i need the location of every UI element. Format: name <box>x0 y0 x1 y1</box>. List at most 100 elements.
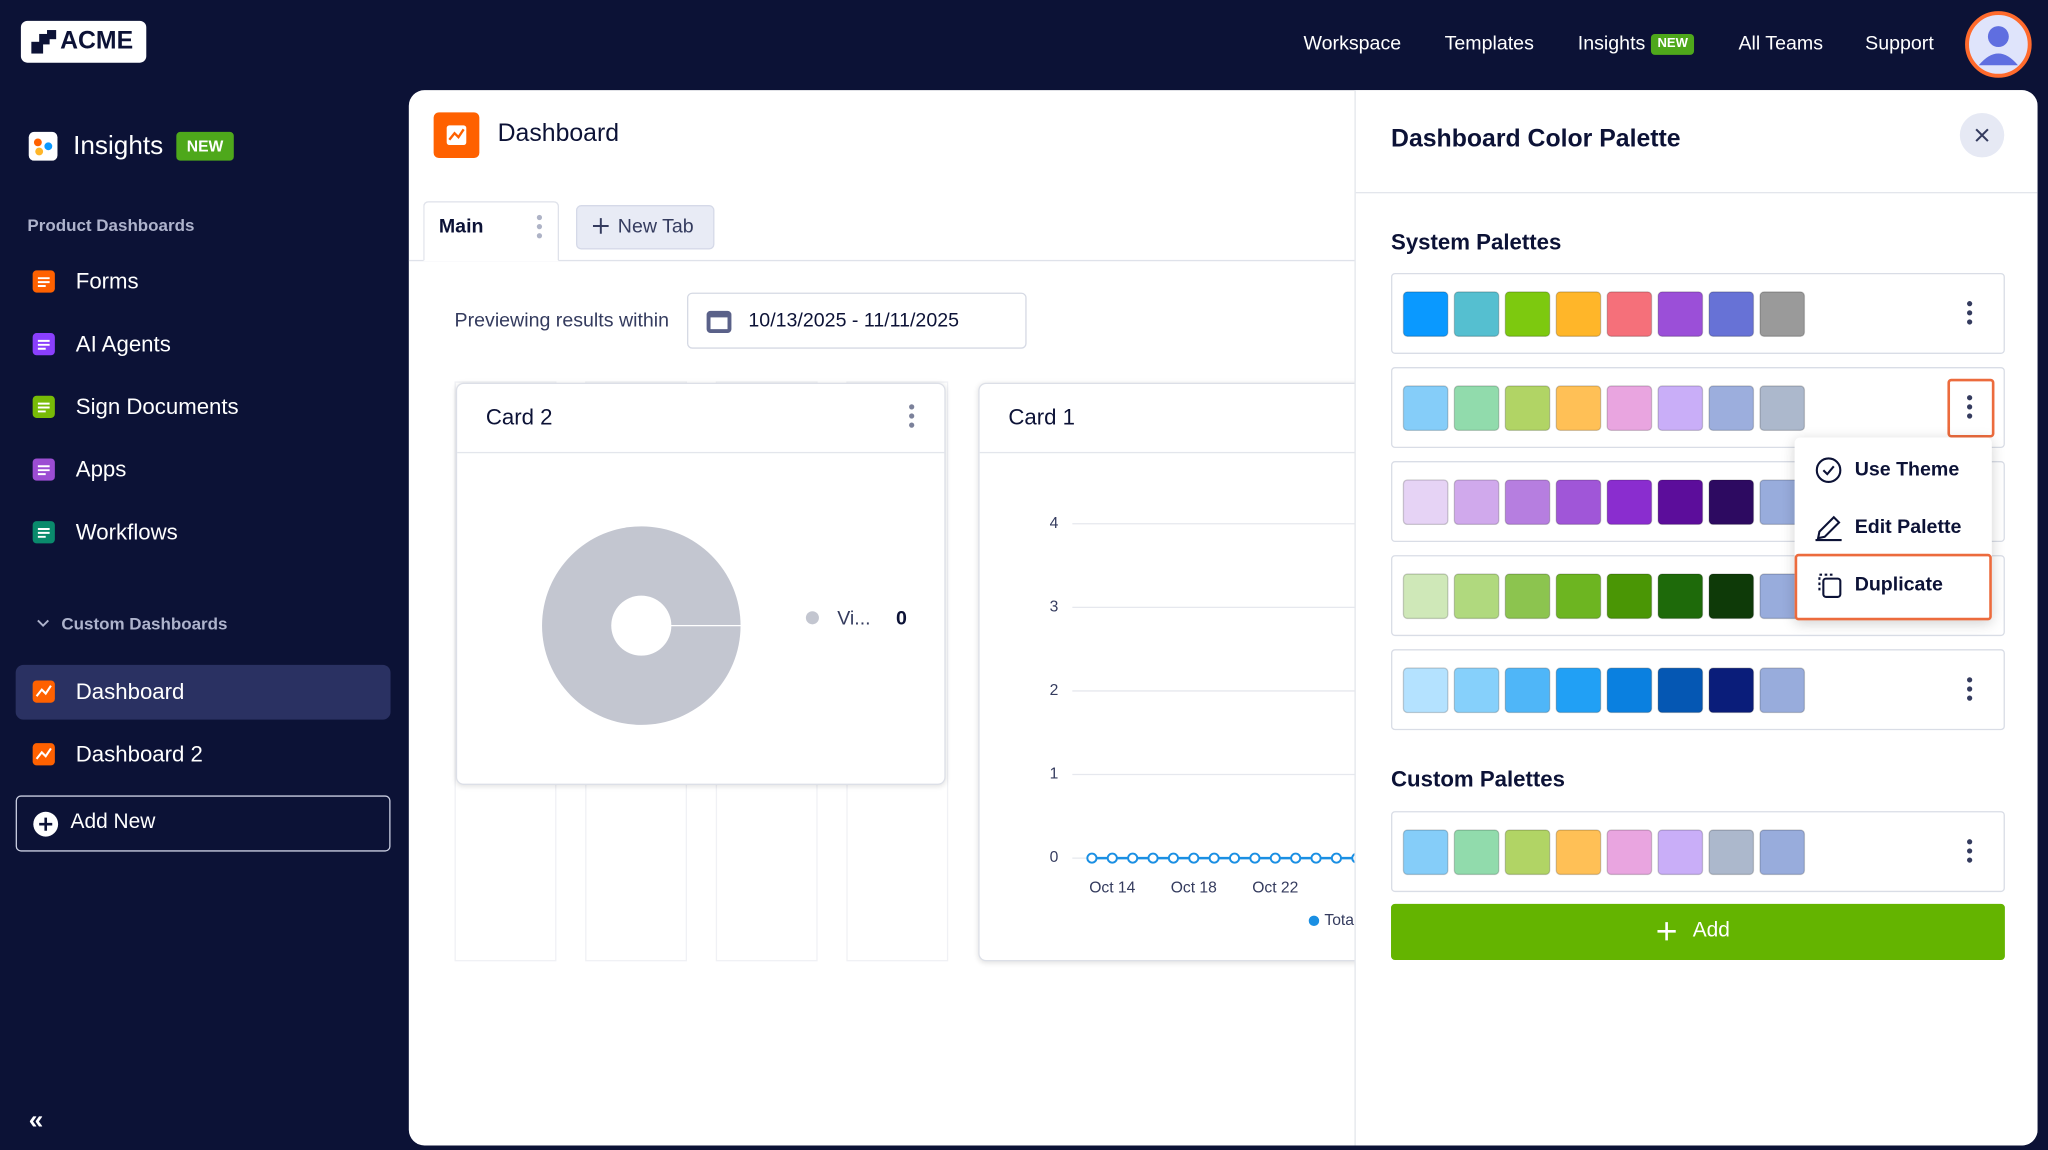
nav-item[interactable]: Workflows <box>75 519 178 545</box>
swatch <box>1657 291 1704 337</box>
line-point <box>1208 852 1220 864</box>
date-range: 10/13/2025 - 11/11/2025 <box>748 309 960 332</box>
nav-link[interactable]: Insights <box>1577 32 1646 55</box>
palette-row[interactable] <box>1391 272 2005 354</box>
dashboard-title-icon <box>433 112 480 159</box>
nav-icon <box>32 270 55 293</box>
palette-row[interactable] <box>1391 461 2005 543</box>
palette-row[interactable] <box>1391 811 2005 893</box>
swatch <box>1555 829 1602 876</box>
palette-row[interactable] <box>1391 649 2005 731</box>
swatch <box>1504 829 1551 876</box>
menu-item[interactable]: Edit Palette <box>1854 515 1962 539</box>
plus-icon <box>33 811 59 837</box>
line-point <box>1188 852 1200 864</box>
line-point <box>1249 852 1261 864</box>
icon-shape <box>1822 577 1842 598</box>
palette-swatches <box>1402 829 1806 876</box>
dashboard-title: Dashboard <box>497 120 620 148</box>
nav-link[interactable]: Templates <box>1444 32 1534 55</box>
collapse-button[interactable]: « <box>28 1106 44 1136</box>
main-panel: Dashboard Main New Tab Previewing results w… <box>408 90 2038 1146</box>
logo: ACME <box>20 20 147 63</box>
legend-dot <box>805 611 819 625</box>
swatch <box>1453 479 1500 526</box>
context-menu: Use Theme Edit Palette Duplicate <box>1794 437 1992 621</box>
custom-dashboard-item[interactable]: Dashboard <box>75 679 185 704</box>
nav-item[interactable]: Apps <box>75 457 127 482</box>
menu-item[interactable]: Duplicate <box>1854 573 1943 596</box>
swatch <box>1606 667 1653 714</box>
swatch <box>1402 829 1449 876</box>
nav-item[interactable]: Sign Documents <box>75 394 239 420</box>
icon-shape <box>1822 465 1835 476</box>
nav-item[interactable]: Forms <box>75 269 139 294</box>
swatch <box>1759 667 1806 714</box>
new-tab-label: New Tab <box>617 215 694 238</box>
menu-item[interactable]: Use Theme <box>1854 458 1960 481</box>
icon-dot <box>33 138 42 147</box>
panel-title: Dashboard Color Palette <box>1391 125 1681 153</box>
kebab-dot <box>1967 310 1973 316</box>
add-button[interactable] <box>1391 903 2005 960</box>
date-picker[interactable] <box>687 292 1027 349</box>
active-item-bg <box>15 664 391 720</box>
nav-item[interactable]: AI Agents <box>75 331 171 357</box>
section-title: Product Dashboards <box>27 215 195 236</box>
kebab-menu <box>1967 839 1973 863</box>
calendar-icon <box>706 310 732 334</box>
swatch <box>1708 291 1755 337</box>
swatch <box>1555 573 1602 620</box>
icon-detail <box>37 277 50 288</box>
swatch <box>1657 385 1704 432</box>
kebab-dot <box>1967 839 1973 845</box>
kebab-dot <box>909 404 915 410</box>
swatch <box>1402 479 1449 526</box>
tab[interactable] <box>423 201 560 262</box>
nav-badge: NEW <box>1650 33 1695 55</box>
palette-swatches <box>1402 291 1806 337</box>
avatar-body <box>1978 53 2018 66</box>
palette-row[interactable] <box>1391 367 2005 448</box>
kebab-dot <box>909 422 915 428</box>
swatch <box>1708 385 1755 432</box>
nav-icon <box>32 395 55 418</box>
card-divider <box>457 451 945 454</box>
kebab-dot <box>1967 395 1973 401</box>
swatch <box>1504 291 1551 337</box>
nav-link[interactable]: All Teams <box>1738 32 1824 55</box>
dashboard-icon <box>32 743 55 766</box>
add-new-label: Add New <box>70 811 156 834</box>
icon-detail <box>35 685 52 697</box>
kebab-menu <box>1967 395 1973 419</box>
swatch <box>1708 479 1755 526</box>
nav-link[interactable]: Workspace <box>1303 32 1402 55</box>
palette-row[interactable] <box>1391 555 2005 637</box>
swatch <box>1402 291 1449 337</box>
logo-block <box>31 41 44 54</box>
new-tab-button[interactable] <box>575 205 715 250</box>
insights-icon <box>28 131 58 161</box>
card-title: Card 2 <box>485 404 553 430</box>
swatch <box>1504 667 1551 714</box>
pie-chart <box>542 526 742 725</box>
icon-detail <box>35 747 52 760</box>
menu-icon <box>1815 457 1842 484</box>
swatch <box>1759 291 1806 337</box>
icon-dot <box>44 142 53 151</box>
icon-dot <box>35 147 44 156</box>
x-tick-label: Oct 14 <box>1089 879 1135 896</box>
custom-dashboard-item[interactable]: Dashboard 2 <box>75 741 203 767</box>
add-new-button[interactable] <box>15 795 391 852</box>
kebab-dot <box>1967 677 1973 683</box>
avatar <box>1965 11 2032 78</box>
menu-icon <box>1815 515 1842 542</box>
swatch <box>1606 479 1653 526</box>
swatch <box>1606 291 1653 337</box>
kebab-highlight[interactable] <box>1947 378 1995 438</box>
kebab-dot <box>1967 413 1973 419</box>
kebab-dot <box>1967 686 1973 692</box>
nav-link[interactable]: Support <box>1865 32 1934 55</box>
tab-bar-line <box>408 259 2038 262</box>
